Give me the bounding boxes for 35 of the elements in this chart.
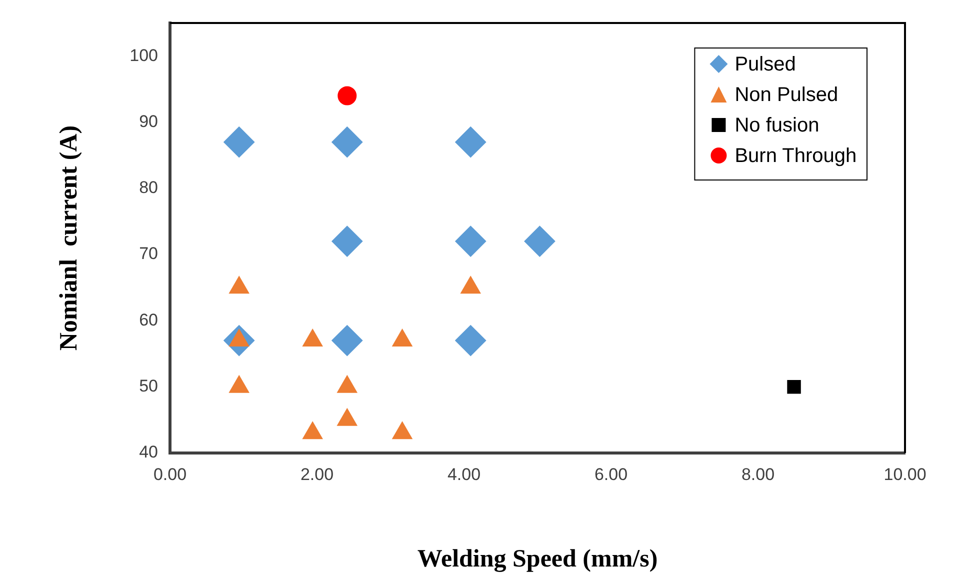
point xyxy=(338,86,357,106)
point xyxy=(302,329,323,347)
y-axis-title: Nomianl current (A) xyxy=(55,125,82,351)
y-tick-label: 60 xyxy=(139,310,158,330)
x-tick-label: 8.00 xyxy=(741,464,775,484)
x-tick-label: 6.00 xyxy=(594,464,628,484)
point xyxy=(332,226,363,257)
x-tick-label: 0.00 xyxy=(153,464,187,484)
y-tick-label: 70 xyxy=(139,244,158,264)
point xyxy=(332,126,363,158)
y-tick-label: 100 xyxy=(130,46,158,65)
point xyxy=(229,375,250,393)
y-tick-label: 40 xyxy=(139,442,158,462)
legend-label: Burn Through xyxy=(734,145,857,168)
point xyxy=(392,329,412,347)
point xyxy=(392,422,412,440)
point xyxy=(229,276,250,294)
point xyxy=(524,226,556,257)
point xyxy=(455,126,486,158)
legend-label: Pulsed xyxy=(734,54,796,76)
legend-label: No fusion xyxy=(734,114,820,137)
point xyxy=(337,408,358,426)
x-tick-label: 2.00 xyxy=(300,464,334,484)
y-tick-label: 90 xyxy=(139,112,158,131)
point xyxy=(224,126,255,158)
y-tick-label: 50 xyxy=(139,376,158,396)
x-axis-title: Welding Speed (mm/s) xyxy=(417,545,658,572)
point xyxy=(302,422,323,440)
point xyxy=(460,276,481,294)
x-tick-label: 4.00 xyxy=(447,464,481,484)
point xyxy=(455,226,486,257)
y-tick-label: 80 xyxy=(139,178,158,198)
x-tick-label: 10.00 xyxy=(884,464,926,484)
legend-label: Non Pulsed xyxy=(734,84,838,106)
point xyxy=(337,375,358,393)
